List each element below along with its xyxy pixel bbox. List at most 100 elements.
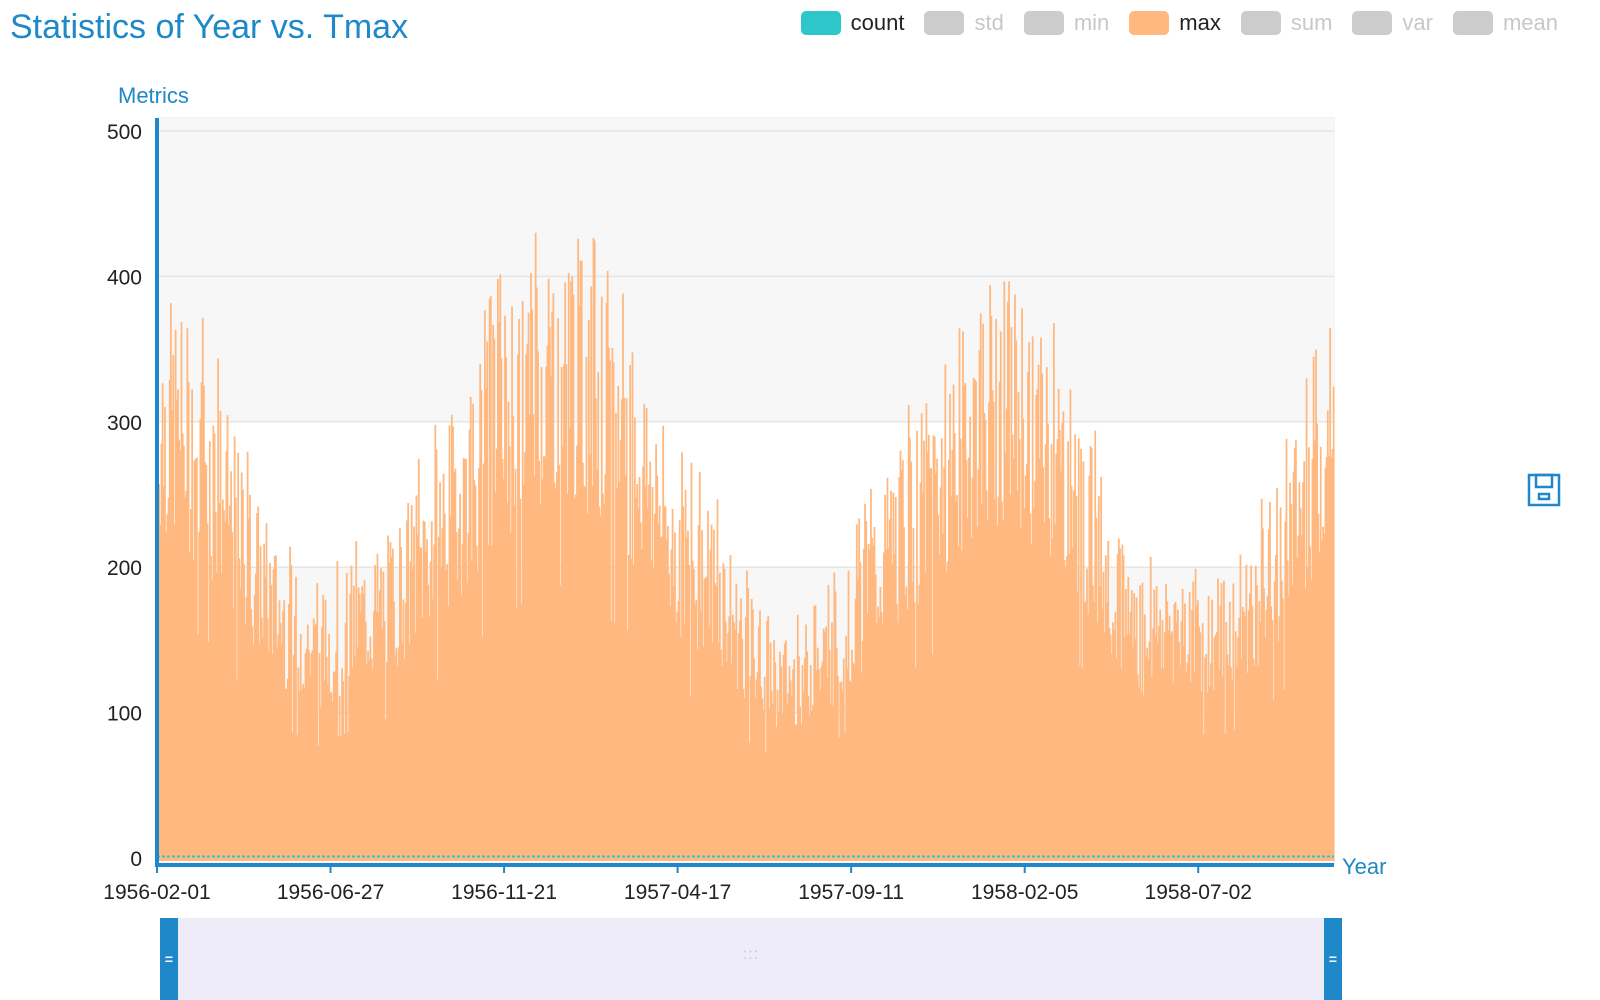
bar-max[interactable] [309, 676, 312, 861]
bar-max[interactable] [1299, 508, 1302, 861]
bar-max[interactable] [898, 476, 901, 861]
bar-max[interactable] [793, 659, 796, 861]
bar-max[interactable] [846, 668, 849, 861]
bar-max[interactable] [887, 548, 890, 861]
bar-max[interactable] [803, 657, 806, 861]
bar-max[interactable] [303, 688, 306, 861]
bar-max[interactable] [262, 637, 264, 861]
bar-max[interactable] [968, 457, 970, 861]
bar-max[interactable] [955, 501, 957, 861]
bar-max[interactable] [999, 331, 1002, 861]
bar-max[interactable] [328, 633, 330, 861]
zoom-grip[interactable]: ::: [742, 946, 760, 963]
bar-max[interactable] [669, 606, 672, 861]
bar-max[interactable] [1145, 656, 1147, 861]
bar-max[interactable] [594, 398, 597, 861]
bar-max[interactable] [521, 301, 524, 862]
bar-max[interactable] [774, 662, 777, 861]
bar-max[interactable] [1223, 580, 1225, 861]
bar-max[interactable] [1141, 582, 1144, 861]
bar-max[interactable] [1285, 438, 1288, 861]
bar-max[interactable] [520, 603, 523, 861]
bar-max[interactable] [563, 364, 565, 861]
bar-max[interactable] [247, 518, 250, 861]
bar-max[interactable] [909, 437, 911, 861]
bar-max[interactable] [860, 672, 863, 861]
bar-max[interactable] [358, 594, 361, 861]
bar-max[interactable] [301, 689, 303, 861]
bar-max[interactable] [748, 742, 751, 861]
bar-max[interactable] [1082, 461, 1085, 861]
bar-max[interactable] [169, 303, 172, 861]
bar-max[interactable] [495, 448, 498, 861]
bar-max[interactable] [205, 465, 208, 861]
bar-max[interactable] [593, 240, 596, 861]
bar-max[interactable] [1119, 548, 1121, 861]
bar-max[interactable] [702, 646, 705, 861]
bar-max[interactable] [415, 495, 418, 861]
bar-max[interactable] [731, 614, 734, 861]
bar-max[interactable] [186, 328, 189, 861]
bar-max[interactable] [396, 666, 399, 861]
bar-max[interactable] [986, 519, 989, 861]
bar-max[interactable] [1140, 691, 1143, 861]
bar-max[interactable] [656, 475, 659, 861]
bar-max[interactable] [195, 457, 198, 861]
bar-max[interactable] [855, 524, 858, 861]
bar-max[interactable] [1083, 602, 1086, 861]
bar-max[interactable] [279, 623, 282, 861]
zoom-handle-right[interactable]: = [1324, 918, 1342, 1000]
bar-max[interactable] [486, 341, 489, 861]
bar-max[interactable] [620, 399, 623, 861]
bar-max[interactable] [243, 564, 245, 861]
bar-max[interactable] [1193, 671, 1196, 861]
bar-max[interactable] [317, 745, 320, 861]
bar-max[interactable] [273, 556, 276, 861]
bar-max[interactable] [1284, 521, 1287, 861]
bar-max[interactable] [949, 393, 951, 861]
bar-max[interactable] [1015, 340, 1018, 861]
bar-max[interactable] [678, 519, 681, 861]
bar-max[interactable] [1296, 557, 1298, 861]
bar-max[interactable] [513, 505, 516, 861]
bar-max[interactable] [703, 579, 706, 861]
bar-max[interactable] [951, 449, 954, 861]
bar-max[interactable] [218, 503, 221, 861]
bar-max[interactable] [1091, 585, 1094, 861]
bar-max[interactable] [657, 523, 660, 861]
bar-max[interactable] [356, 646, 359, 861]
zoom-track[interactable]: ::: [175, 918, 1327, 1000]
bar-max[interactable] [1292, 471, 1295, 861]
bar-max[interactable] [526, 344, 529, 861]
bar-max[interactable] [981, 504, 983, 861]
bar-max[interactable] [1021, 308, 1023, 861]
bar-max[interactable] [891, 564, 894, 861]
bar-max[interactable] [867, 543, 870, 861]
bar-max[interactable] [316, 583, 319, 861]
legend-item-mean[interactable]: mean [1452, 10, 1558, 36]
bar-max[interactable] [690, 462, 693, 861]
bar-max[interactable] [404, 602, 407, 861]
bar-max[interactable] [681, 452, 683, 861]
bar-max[interactable] [736, 688, 739, 861]
bar-max[interactable] [175, 399, 178, 861]
bar-max[interactable] [879, 586, 882, 861]
bar-max[interactable] [808, 715, 811, 861]
bar-max[interactable] [973, 379, 976, 861]
bar-max[interactable] [323, 680, 326, 861]
bar-max[interactable] [628, 554, 630, 861]
bar-max[interactable] [872, 545, 875, 861]
bar-max[interactable] [631, 352, 634, 861]
bar-max[interactable] [942, 533, 944, 861]
bar-max[interactable] [661, 536, 663, 861]
bar-max[interactable] [787, 692, 790, 861]
bar-max[interactable] [1254, 565, 1257, 861]
bar-max[interactable] [1130, 590, 1133, 861]
bar-max[interactable] [369, 636, 372, 861]
bar-max[interactable] [465, 459, 467, 861]
bar-max[interactable] [1198, 626, 1201, 861]
bar-max[interactable] [250, 609, 253, 861]
bar-max[interactable] [626, 630, 629, 861]
bar-max[interactable] [517, 354, 519, 861]
bar-max[interactable] [362, 594, 365, 861]
